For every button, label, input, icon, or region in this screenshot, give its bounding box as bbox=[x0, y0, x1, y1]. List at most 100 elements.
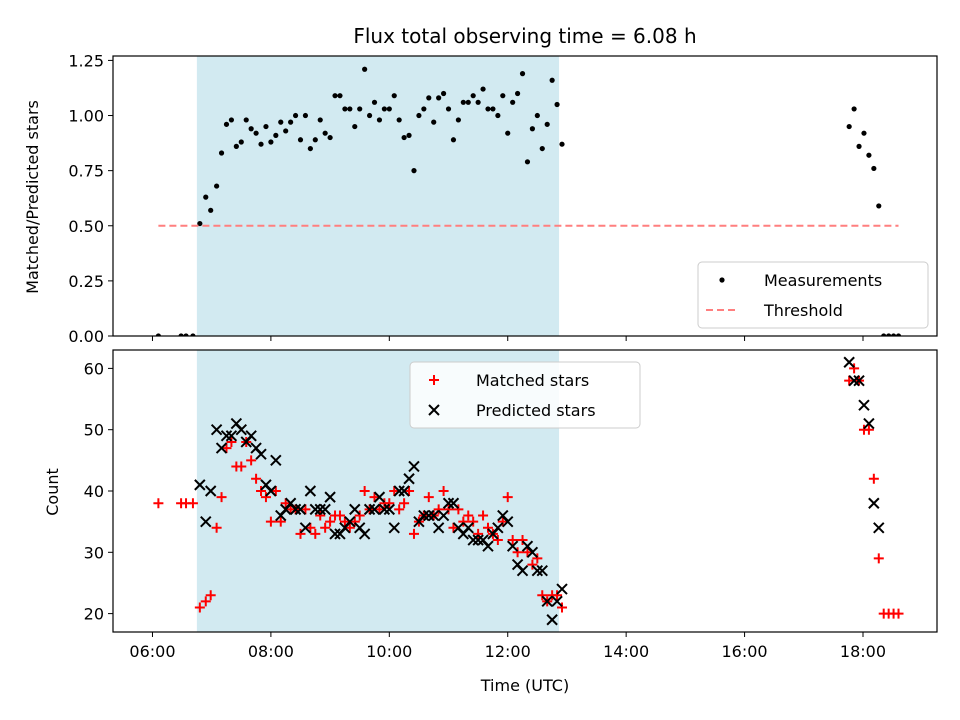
measurement-point bbox=[475, 99, 481, 105]
predicted-point bbox=[502, 515, 514, 528]
measurement-point bbox=[510, 99, 516, 105]
measurement-point bbox=[549, 77, 555, 83]
predicted-point bbox=[265, 485, 277, 497]
measurement-point bbox=[268, 139, 274, 145]
predicted-point bbox=[255, 448, 267, 460]
count-y-axis-label: Count bbox=[43, 468, 62, 516]
legend-x-icon bbox=[428, 404, 440, 416]
measurement-point bbox=[396, 117, 402, 123]
predicted-point bbox=[526, 546, 539, 559]
y-tick-label: 0.00 bbox=[68, 327, 104, 346]
measurement-point bbox=[895, 333, 902, 336]
predicted-point bbox=[467, 534, 479, 546]
measurement-point bbox=[322, 130, 328, 136]
matched-point bbox=[374, 504, 385, 515]
predicted-point bbox=[863, 417, 875, 430]
predicted-point bbox=[289, 503, 302, 516]
measurement-point bbox=[292, 112, 299, 119]
measurement-point bbox=[214, 183, 220, 189]
measurement-point bbox=[445, 106, 452, 112]
matched-point bbox=[404, 486, 415, 496]
measurement-point bbox=[851, 106, 857, 112]
measurement-point bbox=[426, 95, 432, 101]
measurement-point bbox=[155, 333, 161, 336]
measurement-point bbox=[302, 112, 309, 119]
predicted-point bbox=[294, 503, 307, 516]
matched-point bbox=[200, 596, 211, 607]
predicted-point bbox=[432, 522, 445, 534]
predicted-point bbox=[225, 430, 238, 442]
measurement-point bbox=[253, 130, 259, 136]
matched-point bbox=[468, 516, 479, 527]
measurement-point bbox=[337, 93, 343, 99]
matched-point bbox=[394, 504, 405, 515]
measurement-point bbox=[529, 126, 536, 132]
predicted-point bbox=[299, 522, 312, 534]
x-axis-label: Time (UTC) bbox=[480, 676, 569, 695]
matched-point bbox=[492, 535, 503, 546]
matched-point bbox=[251, 473, 262, 484]
measurement-point bbox=[203, 194, 209, 200]
matched-point bbox=[236, 461, 247, 472]
legend: Measurements Threshold bbox=[697, 261, 929, 329]
measurement-point bbox=[401, 134, 407, 141]
measurement-point bbox=[258, 141, 264, 147]
y-tick-label: 60 bbox=[84, 359, 104, 378]
measurement-point bbox=[470, 93, 476, 99]
measurement-point bbox=[559, 141, 565, 147]
measurement-point bbox=[480, 86, 486, 92]
predicted-point bbox=[344, 515, 356, 528]
matched-point bbox=[893, 608, 904, 619]
matched-point bbox=[300, 504, 311, 515]
predicted-point bbox=[194, 479, 206, 491]
series-measurements bbox=[155, 66, 902, 336]
matched-point bbox=[334, 510, 345, 521]
matched-point bbox=[315, 510, 326, 521]
measurement-point bbox=[866, 152, 872, 158]
matched-point bbox=[246, 455, 257, 466]
measurement-point bbox=[861, 130, 867, 136]
y-tick-label: 40 bbox=[84, 482, 104, 501]
matched-point bbox=[463, 510, 474, 521]
predicted-point bbox=[536, 564, 548, 577]
legend-label: Threshold bbox=[763, 301, 843, 320]
predicted-point bbox=[428, 509, 440, 522]
measurement-point bbox=[228, 117, 235, 123]
predicted-point bbox=[531, 564, 544, 577]
predicted-point bbox=[472, 534, 484, 546]
measurement-point bbox=[223, 121, 230, 127]
matched-point bbox=[359, 486, 370, 496]
matched-point bbox=[517, 535, 528, 546]
matched-point bbox=[226, 436, 237, 447]
measurement-point bbox=[283, 128, 289, 134]
x-tick-label: 06:00 bbox=[129, 642, 175, 661]
measurement-point bbox=[514, 90, 521, 97]
measurement-point bbox=[233, 143, 239, 149]
predicted-point bbox=[848, 374, 860, 387]
matched-point bbox=[557, 602, 568, 613]
y-tick-label: 30 bbox=[84, 543, 104, 562]
matched-point bbox=[438, 486, 449, 496]
matched-point bbox=[478, 510, 489, 521]
measurement-point bbox=[411, 168, 417, 174]
measurement-point bbox=[347, 106, 353, 112]
matched-point bbox=[443, 504, 454, 515]
predicted-point bbox=[482, 540, 494, 552]
matched-point bbox=[275, 516, 286, 527]
matched-point bbox=[507, 535, 518, 546]
matched-point bbox=[205, 590, 216, 601]
measurement-point bbox=[273, 132, 279, 138]
predicted-point bbox=[324, 491, 336, 503]
y-tick-label: 0.25 bbox=[68, 272, 104, 291]
x-tick-label: 18:00 bbox=[840, 642, 886, 661]
predicted-point bbox=[270, 454, 282, 467]
x-tick-label: 08:00 bbox=[248, 642, 294, 661]
predicted-point bbox=[215, 442, 228, 454]
plot-area bbox=[155, 66, 902, 336]
measurement-point bbox=[243, 117, 249, 123]
predicted-point bbox=[843, 356, 855, 368]
matched-point bbox=[305, 522, 316, 533]
predicted-point bbox=[868, 497, 880, 509]
matched-point bbox=[320, 522, 331, 533]
